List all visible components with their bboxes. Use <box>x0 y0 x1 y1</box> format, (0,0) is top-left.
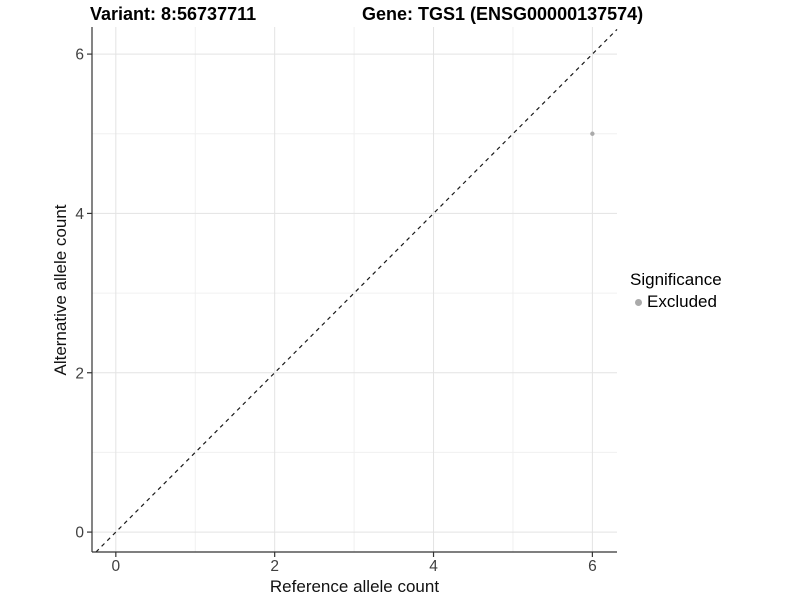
x-tick-label: 0 <box>112 558 121 575</box>
legend-title: Significance <box>630 270 722 289</box>
y-tick-label: 0 <box>75 525 84 542</box>
x-tick-label: 4 <box>429 558 438 575</box>
y-tick-label: 6 <box>75 47 84 64</box>
data-point <box>590 131 595 136</box>
x-axis-title: Reference allele count <box>269 577 440 596</box>
y-axis-title: Alternative allele count <box>51 204 70 376</box>
y-tick-label: 4 <box>75 206 84 223</box>
x-tick-label: 6 <box>588 558 597 575</box>
plot-title-variant: Variant: 8:56737711 <box>90 4 257 24</box>
legend-item-excluded: Excluded <box>630 293 722 311</box>
identity-reference-line <box>95 28 618 553</box>
legend: Significance Excluded <box>630 271 722 311</box>
x-tick-label: 2 <box>270 558 279 575</box>
y-tick-label: 2 <box>75 365 84 382</box>
legend-key-dot-icon <box>635 298 642 306</box>
legend-item-label: Excluded <box>647 292 717 311</box>
plot-title-gene: Gene: TGS1 (ENSG00000137574) <box>362 4 644 24</box>
